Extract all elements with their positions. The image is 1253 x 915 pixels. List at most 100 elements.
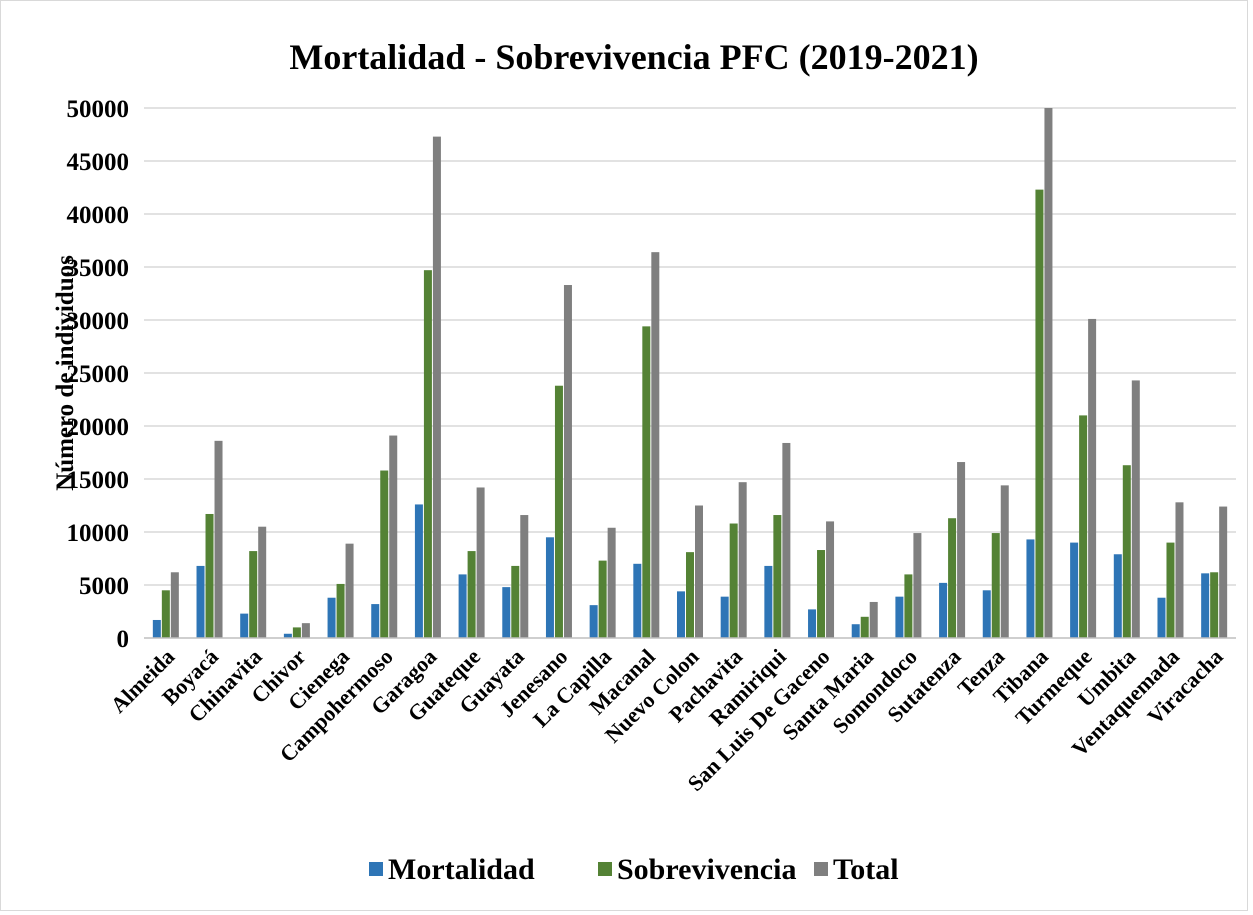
bar-sobrevivencia (904, 574, 913, 638)
y-tick-label: 0 (117, 626, 130, 653)
bar-sobrevivencia (511, 565, 520, 638)
chart-title: Mortalidad - Sobrevivencia PFC (2019-202… (289, 37, 978, 77)
bar-total (1219, 506, 1228, 638)
bar-total (957, 462, 966, 638)
bar-sobrevivencia (1210, 572, 1219, 638)
bars (152, 108, 1228, 638)
bar-total (432, 136, 441, 638)
y-tick-label: 35000 (67, 255, 130, 282)
y-tick-label: 45000 (67, 149, 130, 176)
y-tick-label: 40000 (67, 202, 130, 229)
bar-sobrevivencia (948, 518, 957, 638)
bar-mortalidad (1026, 539, 1035, 638)
bar-total (301, 623, 310, 638)
bar-mortalidad (895, 596, 904, 638)
bar-total (738, 482, 747, 638)
y-tick-label: 5000 (79, 573, 129, 600)
legend-swatch-mortalidad (369, 862, 383, 876)
bar-mortalidad (851, 624, 860, 638)
bar-total (913, 533, 922, 638)
bar-sobrevivencia (686, 552, 694, 638)
bar-mortalidad (414, 504, 423, 638)
bar-mortalidad (939, 582, 948, 638)
bar-mortalidad (808, 609, 817, 638)
bar-mortalidad (152, 619, 161, 638)
bar-total (520, 515, 529, 638)
x-category-labels: AlmeidaBoyacáChinavitaChivorCienegaCampo… (106, 644, 1228, 796)
bar-sobrevivencia (1079, 415, 1088, 638)
y-tick-label: 50000 (67, 96, 130, 123)
bar-mortalidad (633, 563, 642, 638)
bar-total (1044, 108, 1053, 638)
bar-total (170, 572, 179, 638)
bar-sobrevivencia (423, 270, 432, 638)
bar-sobrevivencia (729, 523, 738, 638)
bar-total (258, 526, 267, 638)
bar-sobrevivencia (598, 560, 607, 638)
legend-label-sobrevivencia: Sobrevivencia (617, 853, 796, 886)
bar-total (607, 527, 616, 638)
bar-total (869, 601, 878, 638)
y-tick-label: 20000 (67, 414, 130, 441)
bar-sobrevivencia (991, 533, 1000, 638)
y-tick-label: 25000 (67, 361, 130, 388)
bar-total (214, 440, 223, 638)
bar-mortalidad (502, 587, 511, 638)
bar-total (563, 285, 572, 638)
bar-mortalidad (196, 565, 205, 638)
bar-mortalidad (720, 596, 729, 638)
y-tick-label: 15000 (67, 467, 130, 494)
bar-sobrevivencia (249, 551, 258, 638)
bar-sobrevivencia (336, 583, 345, 638)
bar-total (651, 252, 660, 638)
y-tick-label: 10000 (67, 520, 130, 547)
bar-total (476, 487, 485, 638)
bar-sobrevivencia (773, 515, 782, 638)
y-tick-labels: 0 5000 10000 15000 20000 25000 30000 35000 40000… (67, 96, 130, 653)
bar-mortalidad (371, 604, 380, 638)
bar-mortalidad (240, 613, 249, 638)
legend-swatch-total (814, 862, 828, 876)
bar-mortalidad (1113, 554, 1122, 638)
bar-total (1088, 318, 1097, 638)
bar-total (345, 543, 354, 638)
bar-total (1000, 485, 1009, 638)
bar-sobrevivencia (161, 590, 170, 638)
bar-mortalidad (458, 574, 467, 638)
bar-sobrevivencia (860, 616, 869, 638)
legend-label-mortalidad: Mortalidad (388, 853, 535, 886)
bar-sobrevivencia (467, 551, 476, 638)
bar-mortalidad (1070, 542, 1079, 638)
bar-mortalidad (1157, 597, 1166, 638)
bar-sobrevivencia (380, 470, 389, 638)
bar-total (782, 442, 791, 638)
bar-sobrevivencia (642, 326, 651, 638)
bar-mortalidad (327, 597, 336, 638)
bar-total (1131, 380, 1140, 638)
grid-layer (144, 107, 1236, 586)
bar-mortalidad (982, 590, 991, 638)
bar-sobrevivencia (292, 627, 301, 638)
legend-swatch-sobrevivencia (598, 862, 612, 876)
y-axis-label: Número de individuos (52, 255, 79, 491)
bar-total (1175, 502, 1184, 638)
bar-mortalidad (764, 565, 773, 638)
bar-mortalidad (545, 537, 554, 638)
bar-mortalidad (589, 605, 598, 638)
bar-sobrevivencia (554, 385, 563, 638)
bar-sobrevivencia (205, 513, 214, 638)
bar-sobrevivencia (817, 550, 826, 638)
bar-total (826, 521, 835, 638)
bar-sobrevivencia (1122, 465, 1131, 638)
bar-mortalidad (283, 633, 292, 638)
y-tick-label: 30000 (67, 308, 130, 335)
bar-sobrevivencia (1035, 189, 1044, 638)
bar-sobrevivencia (1166, 542, 1175, 638)
bar-mortalidad (1201, 573, 1210, 638)
legend: Mortalidad Sobrevivencia Total (369, 853, 899, 886)
bar-mortalidad (677, 591, 685, 638)
bar-total (695, 505, 703, 638)
legend-label-total: Total (833, 853, 899, 886)
